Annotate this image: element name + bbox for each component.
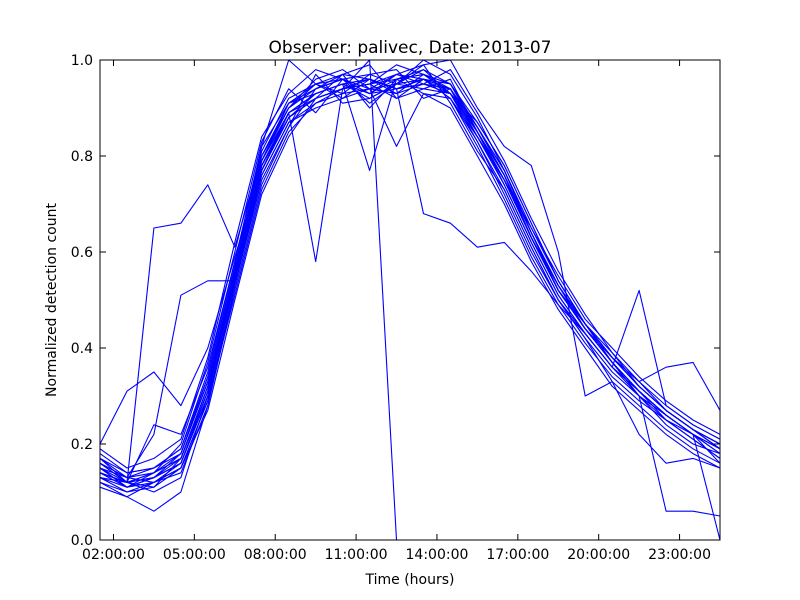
series-line-24	[99, 78, 721, 517]
y-tick-label: 1.0	[71, 53, 93, 69]
ticks-group: 02:00:00 05:00:00 08:00:00 11:00:00 14:00:00…	[71, 53, 720, 563]
series-group	[99, 59, 721, 541]
y-tick-label: 0.0	[71, 533, 93, 549]
x-tick-label: 20:00:00	[567, 547, 630, 563]
series-line-22	[99, 78, 721, 488]
series-line-9	[99, 69, 721, 488]
series-line-8	[99, 64, 721, 483]
chart-title: Observer: palivec, Date: 2013-07	[269, 38, 552, 58]
x-axis-label: Time (hours)	[365, 572, 455, 588]
series-line-20	[99, 78, 721, 488]
x-tick-label: 02:00:00	[82, 547, 145, 563]
y-axis-label: Normalized detection count	[44, 203, 60, 397]
x-tick-label: 08:00:00	[244, 547, 307, 563]
y-tick-label: 0.6	[71, 245, 93, 261]
y-tick-label: 0.4	[71, 341, 93, 357]
x-tick-label: 05:00:00	[163, 547, 226, 563]
x-tick-label: 11:00:00	[325, 547, 388, 563]
plot-frame	[99, 59, 721, 541]
series-line-14	[99, 78, 721, 512]
x-tick-label: 14:00:00	[406, 547, 469, 563]
x-tick-label: 23:00:00	[648, 547, 711, 563]
plot-area	[100, 60, 720, 540]
x-tick-label: 17:00:00	[486, 547, 549, 563]
y-tick-label: 0.2	[71, 437, 93, 453]
y-tick-label: 0.8	[71, 149, 93, 165]
